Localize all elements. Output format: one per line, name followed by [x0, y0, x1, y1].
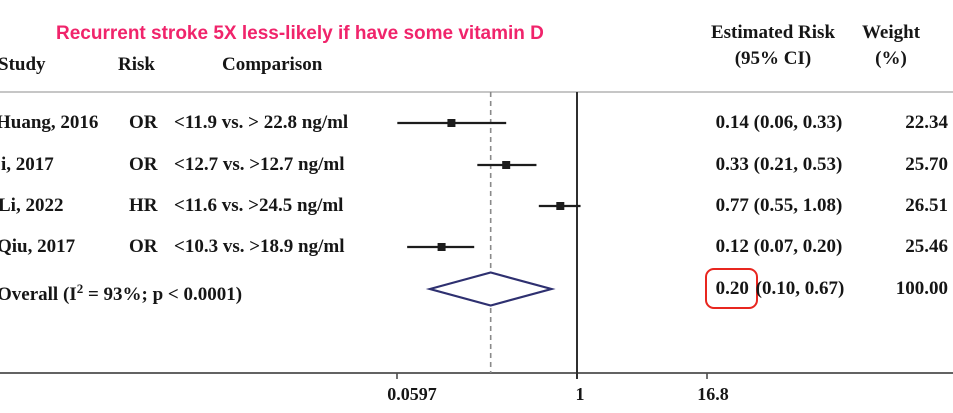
column-header-weight-line1: Weight: [861, 22, 921, 43]
comparison-label: <11.9 vs. > 22.8 ng/ml: [174, 112, 349, 133]
x-axis-tick-label: 1: [575, 384, 585, 404]
study-label: Qiu, 2017: [0, 236, 76, 257]
overall-label-prefix: Overall (I: [0, 284, 77, 305]
point-estimate-marker: [556, 202, 565, 210]
point-estimate-marker: [437, 243, 446, 251]
comparison-label: <10.3 vs. >18.9 ng/ml: [174, 236, 345, 257]
overall-estimate-ci-value: 0.20 (0.10, 0.67): [698, 268, 860, 309]
overall-label-suffix: = 93%; p < 0.0001): [83, 284, 243, 305]
risk-measure: OR: [129, 112, 158, 133]
column-header-estimated-risk-line2: (95% CI): [734, 48, 812, 69]
point-estimate-marker: [502, 161, 511, 169]
study-label: Huang, 2016: [0, 112, 99, 133]
overall-weight-value: 100.00: [895, 278, 948, 299]
x-axis-tick-label: 16.8: [697, 384, 729, 404]
annotation-text: Recurrent stroke 5X less-likely if have …: [56, 23, 544, 44]
weight-value: 26.51: [905, 195, 948, 216]
column-header-estimated-risk-line1: Estimated Risk: [710, 22, 836, 43]
overall-label: Overall (I2 = 93%; p < 0.0001): [0, 277, 242, 305]
study-label: i, 2017: [1, 154, 54, 175]
estimate-ci-value: 0.77 (0.55, 1.08): [715, 195, 843, 216]
estimate-ci-value: 0.33 (0.21, 0.53): [715, 154, 843, 175]
weight-value: 22.34: [905, 112, 948, 133]
weight-value: 25.46: [905, 236, 948, 257]
risk-measure: OR: [129, 236, 158, 257]
point-estimate-marker: [447, 119, 456, 127]
overall-ci-text: (0.10, 0.67): [750, 278, 845, 299]
i-squared-superscript: 2: [76, 281, 84, 296]
column-header-comparison: Comparison: [222, 54, 323, 75]
risk-measure: OR: [129, 154, 158, 175]
overall-diamond: [425, 271, 556, 307]
x-axis-tick-label: 0.0597: [387, 384, 437, 404]
comparison-label: <12.7 vs. >12.7 ng/ml: [174, 154, 345, 175]
column-header-study: Study: [0, 54, 46, 75]
column-header-weight: Weight (%): [848, 20, 934, 72]
comparison-label: <11.6 vs. >24.5 ng/ml: [174, 195, 344, 216]
risk-measure: HR: [129, 195, 158, 216]
column-header-risk: Risk: [118, 54, 155, 75]
column-header-weight-line2: (%): [875, 48, 907, 69]
highlighted-overall-estimate: 0.20: [704, 268, 758, 309]
estimate-ci-value: 0.12 (0.07, 0.20): [715, 236, 843, 257]
estimate-ci-value: 0.14 (0.06, 0.33): [715, 112, 843, 133]
weight-value: 25.70: [905, 154, 948, 175]
study-label: Li, 2022: [0, 195, 64, 216]
column-header-estimated-risk: Estimated Risk (95% CI): [692, 20, 854, 72]
